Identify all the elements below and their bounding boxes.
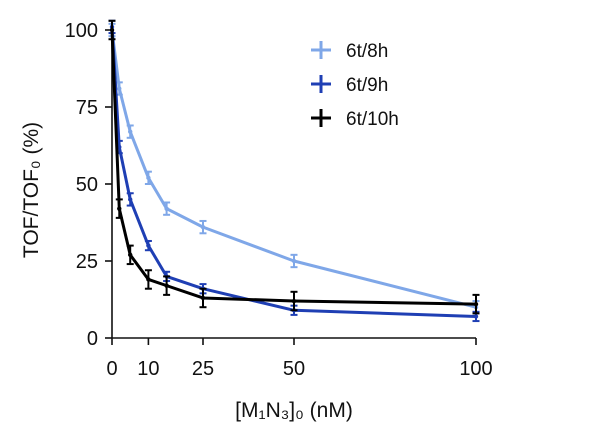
data-point (473, 301, 479, 307)
data-point (109, 27, 115, 33)
series-line (110, 29, 477, 306)
data-point (117, 206, 122, 211)
data-point (164, 206, 169, 211)
data-point (128, 252, 133, 258)
y-tick-label: 25 (76, 251, 98, 273)
x-axis-title: [M₁N₃]₀ (nM) (235, 399, 353, 422)
legend-label: 6t/10h (346, 109, 399, 130)
axes: 0 25 50 75 100 0 10 25 50 100 [M₁N₃]₀ (nM) TOF/TOF₀… (20, 20, 493, 422)
legend-label: 6t/8h (346, 41, 388, 62)
legend-item: 6t/9h (311, 75, 388, 96)
data-point (200, 295, 206, 301)
series-2 (108, 19, 480, 315)
data-point (128, 129, 133, 134)
x-tick-label: 0 (106, 358, 117, 380)
legend-item: 6t/10h (311, 109, 399, 130)
x-tick-label: 25 (192, 358, 214, 380)
data-point (146, 277, 151, 282)
data-point (200, 224, 206, 230)
x-tick-label: 100 (459, 358, 492, 380)
data-point (146, 175, 151, 181)
data-point (164, 283, 169, 288)
data-point (291, 298, 297, 304)
legend-label: 6t/9h (346, 75, 388, 96)
data-point (146, 243, 151, 248)
legend-item: 6t/8h (311, 41, 388, 62)
data-point (473, 314, 479, 319)
y-tick-label: 50 (76, 174, 98, 196)
series-line (110, 26, 477, 318)
data-point (128, 197, 133, 202)
y-tick-label: 100 (65, 20, 98, 42)
x-tick-label: 10 (137, 358, 159, 380)
x-tick-label: 50 (283, 358, 305, 380)
y-tick-label: 0 (87, 328, 98, 350)
legend: 6t/8h 6t/9h 6t/10h (311, 41, 399, 130)
data-point (117, 86, 122, 91)
y-axis-title: TOF/TOF₀ (%) (20, 122, 43, 258)
series-line (110, 29, 477, 309)
data-point (291, 258, 297, 264)
series-layer (108, 19, 480, 323)
y-tick-label: 75 (76, 97, 98, 119)
